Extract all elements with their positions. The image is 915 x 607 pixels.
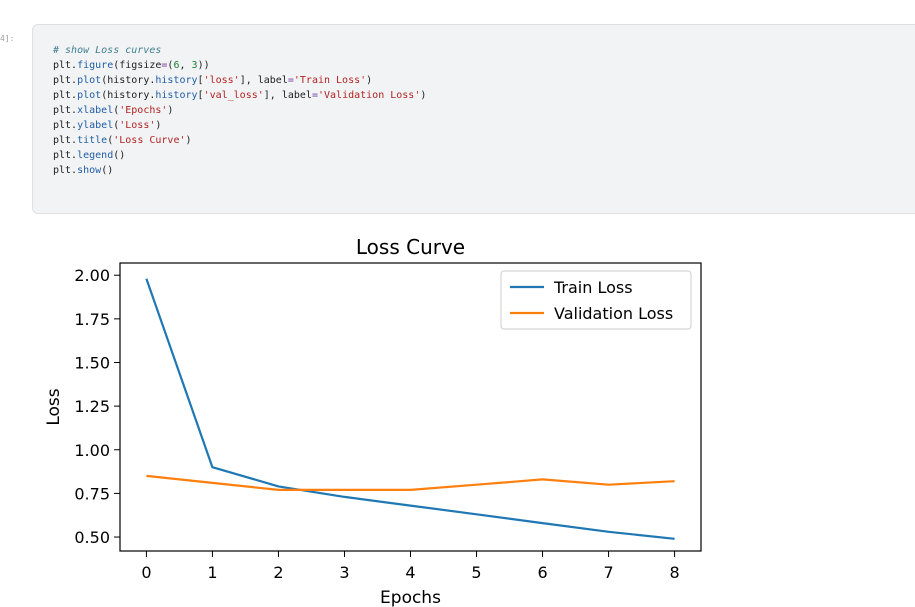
code-line: plt.legend() <box>53 148 426 163</box>
y-tick-label: 1.75 <box>74 310 110 329</box>
code-cell[interactable]: # show Loss curves plt.figure(figsize=(6,… <box>32 24 915 214</box>
series-line-0 <box>145 278 675 540</box>
code-token: 'Validation Loss' <box>317 90 421 101</box>
code-line: plt.plot(history.history['val_loss'], la… <box>53 88 426 103</box>
x-tick-label: 5 <box>471 563 481 582</box>
code-token: = <box>161 60 168 71</box>
code-token: figure <box>77 60 114 71</box>
code-token: ( <box>113 120 120 131</box>
code-token: plt. <box>53 135 78 146</box>
code-token: ( <box>113 105 120 116</box>
y-tick-label: 1.25 <box>74 397 110 416</box>
code-token: (history. <box>101 90 156 101</box>
chart-title: Loss Curve <box>356 235 465 259</box>
code-line: plt.ylabel('Loss') <box>53 118 426 133</box>
x-axis-label: Epochs <box>380 588 441 607</box>
code-token: , <box>179 60 192 71</box>
x-tick-label: 1 <box>207 563 217 582</box>
code-token: title <box>77 135 108 146</box>
code-line: plt.figure(figsize=(6, 3)) <box>53 58 426 73</box>
code-editor[interactable]: # show Loss curves plt.figure(figsize=(6,… <box>53 43 426 178</box>
code-token: = <box>311 90 318 101</box>
code-token: plt. <box>53 120 78 131</box>
code-token: xlabel <box>77 105 114 116</box>
code-token: history <box>155 90 198 101</box>
code-token: 'Loss' <box>119 120 156 131</box>
code-token: 'loss' <box>203 75 240 86</box>
code-token: ( <box>167 60 174 71</box>
code-token: legend <box>77 150 114 161</box>
y-tick-label: 2.00 <box>74 266 110 285</box>
code-token: (history. <box>101 75 156 86</box>
code-token: ( <box>107 135 114 146</box>
code-line: plt.xlabel('Epochs') <box>53 103 426 118</box>
legend-label: Validation Loss <box>554 304 673 323</box>
code-token: ) <box>366 75 373 86</box>
code-token: () <box>101 165 114 176</box>
code-token: 3 <box>191 60 198 71</box>
code-token: plt. <box>53 60 78 71</box>
code-token: plot <box>77 90 102 101</box>
x-tick-label: 4 <box>405 563 415 582</box>
code-token: () <box>113 150 126 161</box>
code-line: plt.title('Loss Curve') <box>53 133 426 148</box>
code-token: 'val_loss' <box>203 90 264 101</box>
code-token: ], label <box>239 75 288 86</box>
code-token: plt. <box>53 150 78 161</box>
code-token: )) <box>197 60 210 71</box>
code-token: 'Loss Curve' <box>113 135 186 146</box>
code-token: (figsize <box>113 60 162 71</box>
y-tick-label: 0.50 <box>74 528 110 547</box>
code-token: plt. <box>53 75 78 86</box>
x-tick-label: 7 <box>603 563 613 582</box>
y-tick-label: 0.75 <box>74 484 110 503</box>
loss-curve-chart: Loss Curve 0.50 0.75 1.00 1.25 1.50 1.75 2.00 0 1… <box>44 235 702 607</box>
cell-prompt: 4]: <box>0 34 15 43</box>
code-token: ) <box>185 135 192 146</box>
x-tick-label: 8 <box>669 563 679 582</box>
code-line: plt.show() <box>53 163 426 178</box>
x-tick-label: 3 <box>339 563 349 582</box>
code-token: 'Train Loss' <box>293 75 367 86</box>
code-token: [ <box>197 90 204 101</box>
x-tick-label: 6 <box>537 563 547 582</box>
code-token: # show Loss curves <box>53 45 162 56</box>
code-token: history <box>155 75 198 86</box>
code-token: plot <box>77 75 102 86</box>
code-token: ], label <box>263 90 312 101</box>
series-line-1 <box>146 474 675 491</box>
y-tick-label: 1.50 <box>74 353 110 372</box>
code-token: 'Epochs' <box>119 105 168 116</box>
code-token: show <box>77 165 102 176</box>
code-token: ) <box>167 105 174 116</box>
code-line: plt.plot(history.history['loss'], label=… <box>53 73 426 88</box>
y-tick-label: 1.00 <box>74 441 110 460</box>
code-token: [ <box>197 75 204 86</box>
code-token: = <box>287 75 294 86</box>
code-token: ) <box>155 120 162 131</box>
x-tick-label: 2 <box>273 563 283 582</box>
code-token: 6 <box>173 60 180 71</box>
code-token: ) <box>420 90 427 101</box>
x-tick-label: 0 <box>141 563 151 582</box>
code-token: ylabel <box>77 120 114 131</box>
y-axis-label: Loss <box>44 388 64 425</box>
code-line: # show Loss curves <box>53 43 426 58</box>
legend-box <box>500 270 692 330</box>
code-token: plt. <box>53 165 78 176</box>
code-token: plt. <box>53 105 78 116</box>
legend-label: Train Loss <box>553 278 633 297</box>
code-token: plt. <box>53 90 78 101</box>
